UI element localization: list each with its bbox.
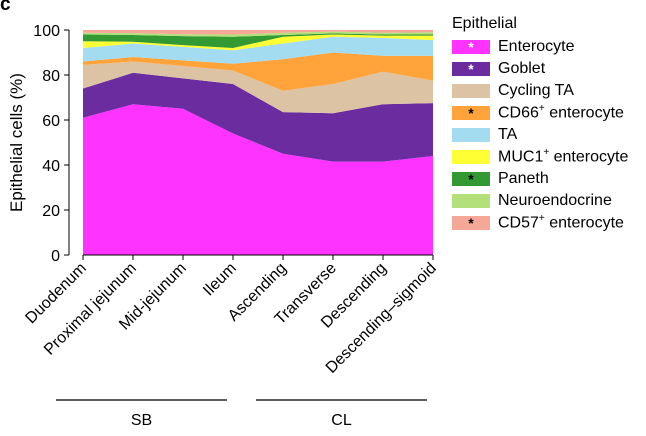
legend-item: MUC1+ enterocyte [452,146,628,168]
legend-swatch: * [452,216,490,230]
legend-label: Cycling TA [498,82,574,100]
legend-swatch [452,128,490,142]
legend-item: * CD66+ enterocyte [452,102,628,124]
y-tick-label: 40 [42,158,60,175]
y-axis-label: Epithelial cells (%) [7,73,26,212]
legend-item: * Goblet [452,58,628,80]
legend-item: * Paneth [452,168,628,190]
area-series-paneth [83,33,433,48]
legend-label: Paneth [498,170,549,188]
legend-label-text: TA [498,126,518,143]
legend-label: Goblet [498,60,545,78]
legend-label-text: Enterocyte [498,38,575,55]
legend-item: Cycling TA [452,80,628,102]
legend-label: CD57+ enterocyte [498,213,624,232]
legend-swatch [452,194,490,208]
x-tick-label: Proximal jejunum [41,260,140,359]
legend: Epithelial * Enterocyte * Goblet Cycling TA *… [452,14,628,234]
legend-label-text: Paneth [498,170,549,187]
area-series-goblet [83,72,433,162]
legend-label-superscript: + [538,213,545,225]
legend-label: MUC1+ enterocyte [498,147,628,166]
x-tick-label: Ileum [200,260,240,300]
area-series-ta [83,36,433,64]
legend-label-text: Cycling TA [498,82,574,99]
legend-swatch: * [452,62,490,76]
legend-label-text: Goblet [498,60,546,77]
y-tick-label: 100 [33,23,60,40]
legend-label: Neuroendocrine [498,192,612,210]
legend-label-superscript: + [543,147,550,159]
legend-label: CD66+ enterocyte [498,103,624,122]
legend-label: TA [498,126,517,144]
legend-label-suffix: enterocyte [549,148,629,166]
legend-label-suffix: enterocyte [544,214,624,232]
legend-label-text: CD57 [498,214,539,232]
legend-item: * CD57+ enterocyte [452,212,628,234]
area-series-enterocyte [83,104,433,255]
area-series-neuroendocrine [83,31,433,37]
legend-item: Neuroendocrine [452,190,628,212]
group-label: SB [131,412,152,429]
y-tick-label: 0 [51,248,60,265]
legend-label-text: CD66 [498,104,539,122]
legend-label: Enterocyte [498,38,574,56]
area-series-cd66-enterocyte [83,52,433,91]
group-label: CL [331,412,352,429]
legend-swatch [452,150,490,164]
legend-swatch: * [452,40,490,54]
area-series-cd57-enterocyte [83,30,433,35]
area-series-cycling-ta [83,61,433,114]
legend-swatch [452,84,490,98]
panel-letter: c [0,0,11,15]
legend-item: * Enterocyte [452,36,628,58]
legend-label-text: Neuroendocrine [498,192,612,209]
legend-swatch: * [452,172,490,186]
legend-label-text: MUC1 [498,148,544,166]
y-tick-label: 20 [42,203,60,220]
legend-swatch: * [452,106,490,120]
legend-label-suffix: enterocyte [544,104,624,122]
legend-title: Epithelial [452,15,517,32]
y-tick-label: 60 [42,113,60,130]
y-tick-label: 80 [42,68,60,85]
legend-label-superscript: + [538,103,545,115]
legend-item: TA [452,124,628,146]
